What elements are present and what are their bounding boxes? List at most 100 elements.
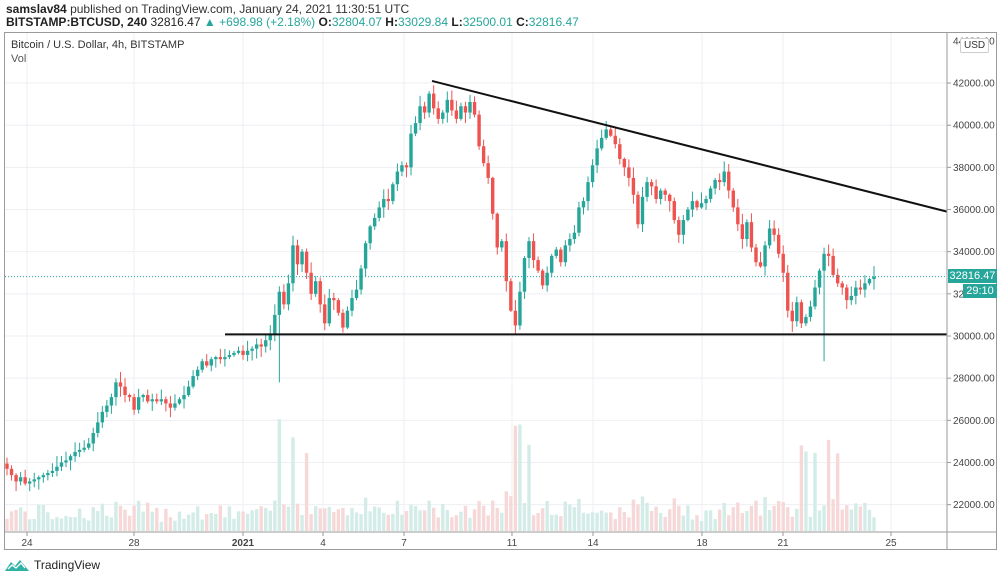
candle-body	[795, 302, 799, 322]
candle-body	[472, 102, 477, 115]
volume-bar	[695, 515, 699, 531]
candle-body	[277, 291, 282, 315]
candle-body	[409, 133, 413, 168]
candle-body	[477, 114, 481, 147]
price-tick-label: 22000.00	[953, 500, 995, 511]
candle-body	[681, 220, 686, 235]
volume-bar	[359, 514, 363, 531]
volume-bar	[491, 500, 495, 531]
low-key: L:	[451, 15, 463, 29]
price-tick-label: 28000.00	[953, 374, 995, 385]
candle-body	[826, 253, 831, 256]
candle-body	[622, 158, 627, 168]
volume-bar	[609, 512, 613, 531]
volume-bar	[195, 506, 200, 531]
price-tick-label: 34000.00	[953, 247, 995, 258]
volume-bar	[586, 513, 590, 531]
candle-body	[767, 228, 772, 246]
volume-bar	[345, 515, 350, 531]
candle-body	[50, 470, 55, 474]
candle-body	[863, 283, 867, 290]
candle-body	[236, 350, 241, 353]
candle-body	[209, 359, 213, 366]
symbol-label: BITSTAMP:BTCUSD, 240	[6, 15, 148, 29]
volume-bar	[155, 507, 159, 531]
volume-bar	[745, 511, 749, 531]
close-key: C:	[516, 15, 529, 29]
volume-bar	[32, 518, 36, 531]
candle-body	[372, 217, 377, 227]
volume-bar	[872, 517, 876, 531]
volume-bar	[327, 506, 331, 531]
time-tick-label: 11	[507, 538, 518, 549]
volume-bar	[468, 517, 472, 531]
candle-body	[481, 146, 486, 164]
candle-body	[672, 201, 676, 221]
grid-lines	[5, 33, 947, 532]
volume-bar	[23, 511, 27, 531]
volume-bar	[786, 507, 790, 531]
candle-body	[273, 314, 277, 334]
open-value: 32804.07	[331, 15, 382, 29]
volume-bar	[804, 451, 808, 531]
candle-body	[386, 198, 390, 202]
author-name[interactable]: samslav84	[6, 2, 67, 16]
candle-body	[595, 148, 599, 166]
candle-body	[64, 460, 68, 463]
volume-bar	[595, 512, 599, 531]
candle-body	[527, 241, 531, 259]
time-axis[interactable]: 24 28 2021 4 7 11 14 18 21 25	[21, 532, 897, 549]
volume-bar	[690, 519, 695, 531]
candle-body	[463, 106, 468, 113]
candle-body	[504, 241, 509, 282]
candle-body	[854, 287, 858, 296]
candle-body	[522, 258, 527, 292]
volume-bar	[454, 515, 459, 531]
candle-body	[223, 357, 227, 360]
candle-body	[336, 300, 341, 313]
volume-bar	[568, 504, 572, 531]
volume-bar	[504, 491, 509, 531]
candle-body	[568, 239, 572, 246]
candle-body	[77, 449, 82, 452]
price-tick-label: 36000.00	[953, 205, 995, 216]
volume-bar	[413, 506, 418, 531]
volume-bar	[799, 445, 804, 531]
candle-body	[55, 466, 59, 471]
candle-body	[105, 405, 109, 412]
candle-body	[14, 475, 18, 482]
volume-bar	[291, 437, 295, 531]
footer-brand[interactable]: TradingView	[4, 558, 100, 572]
volume-bar	[404, 511, 409, 531]
candle-body	[141, 395, 145, 398]
candle-body	[200, 361, 204, 370]
volume-bar	[731, 507, 735, 531]
candle-body	[422, 106, 427, 113]
candle-body	[445, 99, 450, 113]
volume-bar	[50, 519, 55, 531]
volume-bars	[5, 419, 876, 531]
volume-bar	[200, 519, 204, 531]
candle-body	[418, 106, 422, 124]
candle-body	[168, 403, 173, 408]
trendlines[interactable]	[5, 79, 948, 336]
candle-body	[536, 260, 540, 271]
candle-body	[182, 395, 186, 400]
volume-bar	[64, 515, 68, 531]
volume-bar	[677, 505, 681, 531]
volume-bar	[486, 515, 490, 531]
volume-bar	[790, 516, 794, 531]
volume-bar	[395, 500, 400, 531]
candle-body	[150, 399, 154, 402]
candle-body	[831, 255, 835, 275]
volume-bar	[527, 444, 531, 531]
volume-bar	[191, 512, 195, 531]
candle-body	[218, 357, 223, 360]
volume-bar	[368, 511, 372, 531]
volume-bar	[164, 508, 168, 531]
volume-bar	[227, 506, 232, 531]
candle-body	[699, 203, 704, 208]
volume-bar	[835, 453, 840, 531]
currency-badge[interactable]: USD	[960, 38, 990, 53]
